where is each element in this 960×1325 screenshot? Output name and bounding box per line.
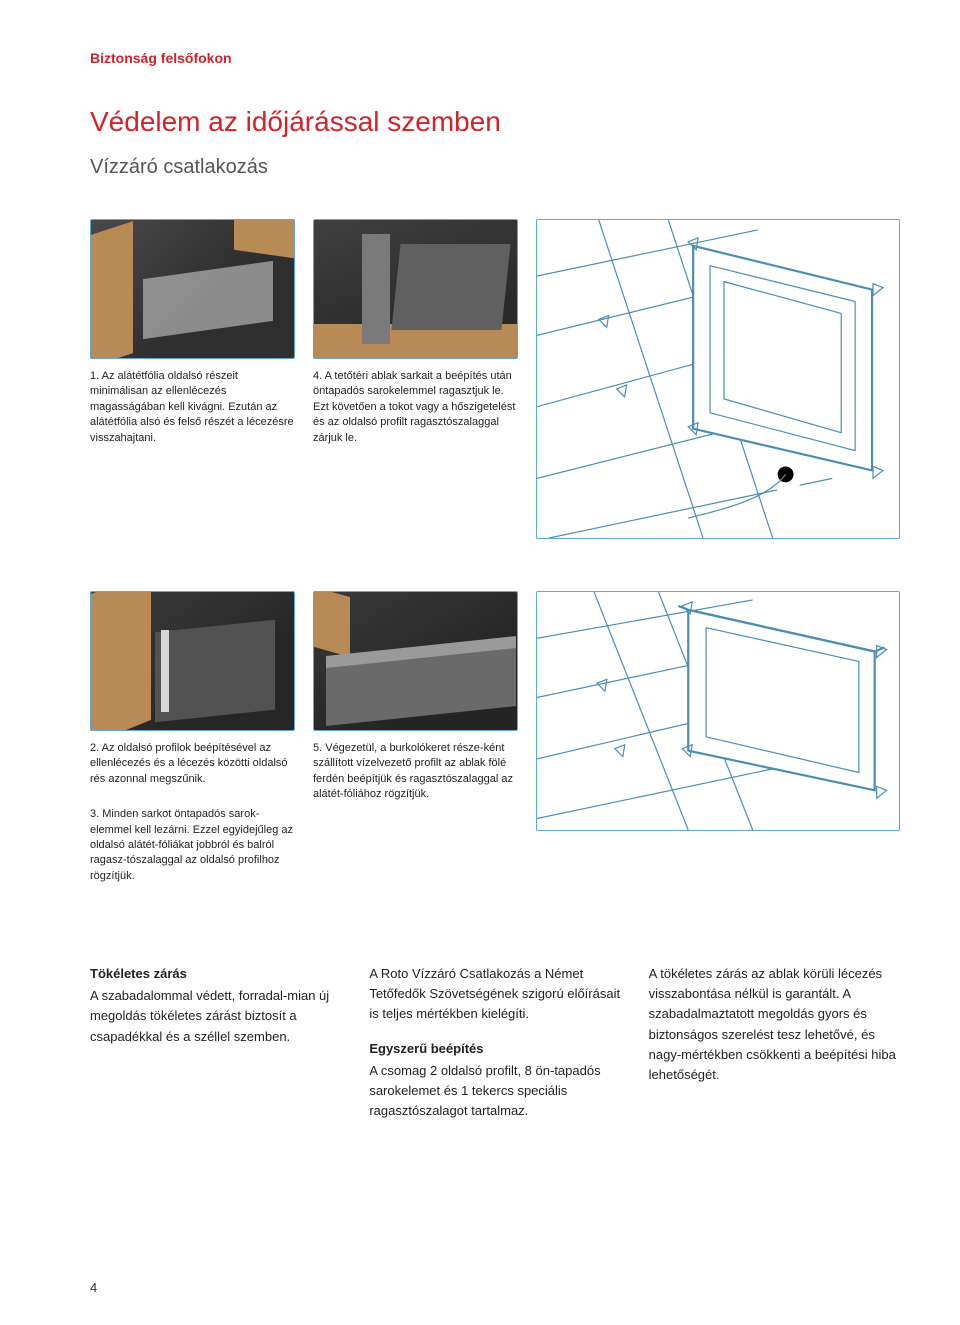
col2-text-2: A csomag 2 oldalsó profilt, 8 ön-tapadós…	[369, 1061, 620, 1121]
page-subtitle: Vízzáró csatlakozás	[90, 156, 900, 179]
col1-heading: Tökéletes zárás	[90, 964, 341, 984]
illustration-a	[536, 219, 900, 539]
photo-5	[313, 591, 518, 731]
col1-text: A szabadalommal védett, forradal-mian új…	[90, 986, 341, 1046]
col3-text: A tökéletes zárás az ablak körüli lécezé…	[649, 964, 900, 1085]
caption-1: 1. Az alátétfólia oldalsó részeit minimá…	[90, 369, 295, 446]
caption-5: 5. Végezetül, a burkolókeret része-ként …	[313, 741, 518, 803]
body-columns: Tökéletes zárás A szabadalommal védett, …	[90, 964, 900, 1135]
body-col-3: A tökéletes zárás az ablak körüli lécezé…	[649, 964, 900, 1135]
photo-2	[90, 591, 295, 731]
body-col-1: Tökéletes zárás A szabadalommal védett, …	[90, 964, 341, 1135]
body-col-2: A Roto Vízzáró Csatlakozás a Német Tetőf…	[369, 964, 620, 1135]
page-title: Védelem az időjárással szemben	[90, 106, 900, 138]
page-number: 4	[90, 1280, 97, 1295]
caption-4: 4. A tetőtéri ablak sarkait a beépítés u…	[313, 369, 518, 446]
caption-2: 2. Az oldalsó profilok beépítésével az e…	[90, 741, 295, 787]
row-b: 2. Az oldalsó profilok beépítésével az e…	[90, 591, 900, 904]
row-a: 1. Az alátétfólia oldalsó részeit minimá…	[90, 219, 900, 559]
illustration-b	[536, 591, 900, 831]
caption-3: 3. Minden sarkot öntapadós sarok-elemmel…	[90, 807, 295, 884]
section-label: Biztonság felsőfokon	[90, 50, 900, 66]
col2-heading: Egyszerű beépítés	[369, 1039, 620, 1059]
col2-text-1: A Roto Vízzáró Csatlakozás a Német Tetőf…	[369, 964, 620, 1024]
photo-1	[90, 219, 295, 359]
photo-4	[313, 219, 518, 359]
